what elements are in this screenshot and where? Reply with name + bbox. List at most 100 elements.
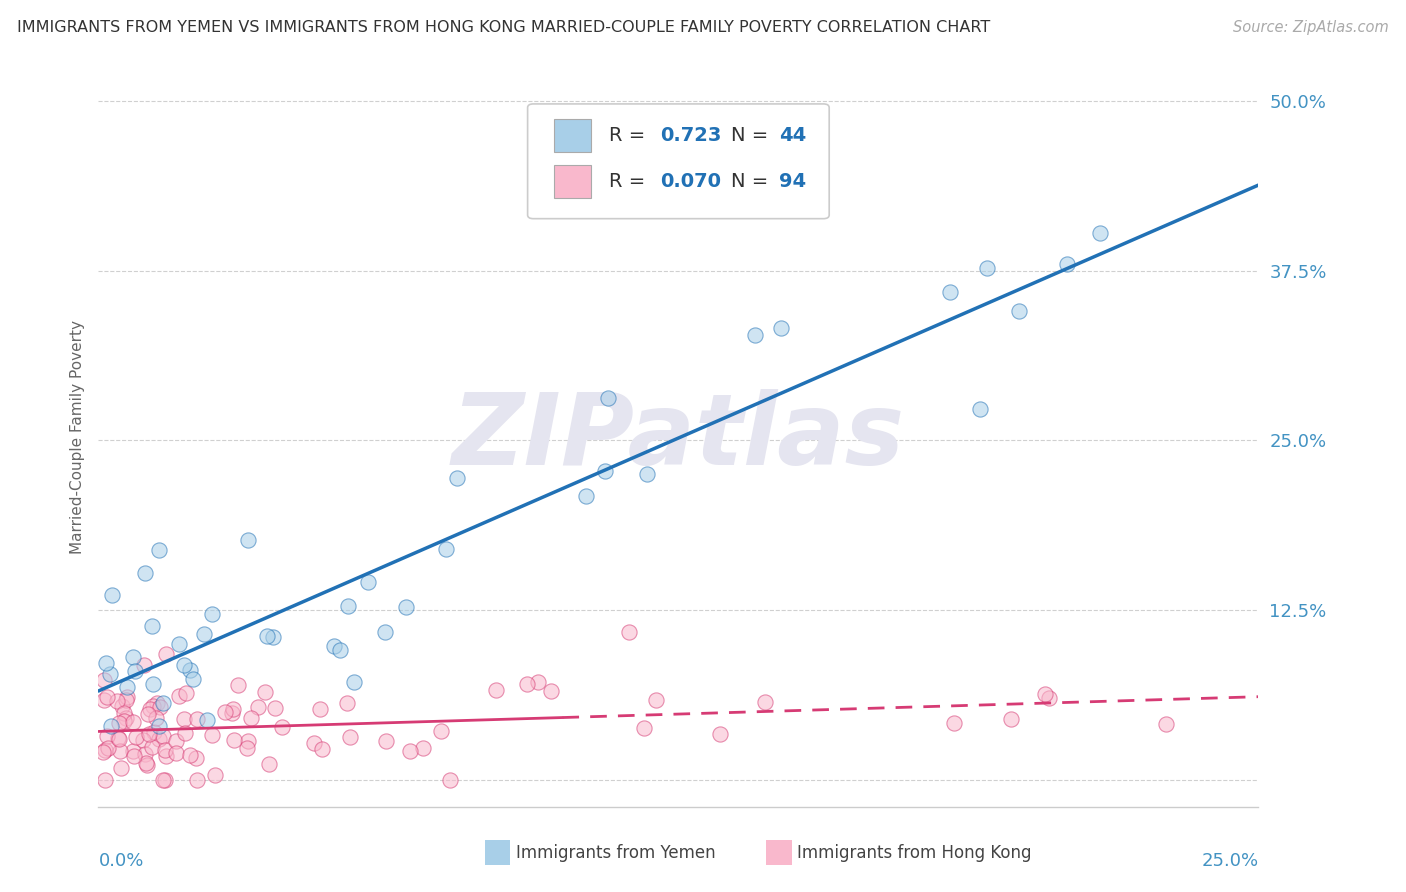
Point <box>226 678 249 692</box>
Point <box>100 588 122 602</box>
Point <box>201 607 224 622</box>
Point <box>148 719 170 733</box>
Point <box>309 701 332 715</box>
Text: 25.0%: 25.0% <box>1201 852 1258 870</box>
Point <box>121 744 143 758</box>
Point <box>139 702 162 716</box>
Point <box>236 734 259 748</box>
Point <box>174 686 197 700</box>
Point <box>186 773 208 788</box>
Point <box>193 627 215 641</box>
Point <box>94 773 117 788</box>
Point <box>141 739 163 754</box>
Point <box>173 657 195 672</box>
Point <box>754 695 776 709</box>
Y-axis label: Married-Couple Family Poverty: Married-Couple Family Poverty <box>69 320 84 554</box>
Point <box>617 625 640 640</box>
Point <box>436 542 458 557</box>
Point <box>152 696 174 710</box>
Point <box>264 701 287 715</box>
Point <box>93 673 115 688</box>
Point <box>540 684 562 698</box>
Point <box>148 543 170 558</box>
Point <box>122 650 145 665</box>
Point <box>97 740 120 755</box>
Point <box>329 643 352 657</box>
Point <box>356 575 378 590</box>
Point <box>173 712 195 726</box>
Point <box>769 321 792 335</box>
Point <box>142 698 165 713</box>
Point <box>322 639 344 653</box>
Point <box>527 674 550 689</box>
Point <box>131 732 153 747</box>
Point <box>430 724 453 739</box>
Point <box>399 743 422 757</box>
Text: 0.723: 0.723 <box>659 127 721 145</box>
Point <box>222 733 245 747</box>
Point <box>645 693 668 707</box>
Text: 0.0%: 0.0% <box>98 852 143 870</box>
Text: N =: N = <box>731 127 775 145</box>
Point <box>254 684 277 698</box>
Point <box>181 672 204 686</box>
Point <box>114 693 136 707</box>
Point <box>336 599 359 613</box>
Point <box>94 743 117 757</box>
Point <box>167 637 190 651</box>
Point <box>339 731 361 745</box>
Point <box>149 700 172 714</box>
Point <box>214 705 236 719</box>
Point <box>1056 257 1078 271</box>
Text: 0.070: 0.070 <box>659 172 721 191</box>
Point <box>165 733 187 747</box>
Point <box>238 533 260 548</box>
Point <box>1033 687 1056 701</box>
Point <box>336 696 359 710</box>
Point <box>152 773 174 788</box>
Point <box>121 715 143 730</box>
Point <box>395 600 418 615</box>
Point <box>195 713 218 727</box>
Point <box>439 773 461 788</box>
Point <box>374 624 396 639</box>
Point <box>256 629 278 643</box>
FancyBboxPatch shape <box>527 104 830 219</box>
Point <box>179 663 201 677</box>
Point <box>134 566 156 581</box>
Text: R =: R = <box>609 127 651 145</box>
Point <box>1154 717 1177 731</box>
Point <box>93 692 115 706</box>
Point <box>153 773 176 788</box>
Point <box>148 731 170 746</box>
Point <box>141 618 163 632</box>
Point <box>374 734 396 748</box>
Point <box>115 711 138 725</box>
Point <box>969 402 991 417</box>
Text: N =: N = <box>731 172 775 191</box>
Text: Immigrants from Yemen: Immigrants from Yemen <box>516 844 716 862</box>
Point <box>173 725 195 739</box>
Point <box>575 489 598 503</box>
Point <box>112 714 135 728</box>
Text: Immigrants from Hong Kong: Immigrants from Hong Kong <box>797 844 1032 862</box>
Point <box>136 706 159 721</box>
Point <box>1008 303 1031 318</box>
Point <box>107 731 129 745</box>
Point <box>124 664 146 678</box>
Point <box>108 744 131 758</box>
Point <box>636 467 658 481</box>
Point <box>1000 712 1022 726</box>
Point <box>142 724 165 739</box>
Point <box>179 748 201 763</box>
Point <box>343 674 366 689</box>
Point <box>112 706 135 721</box>
Point <box>132 658 155 673</box>
Point <box>596 391 619 405</box>
Text: Source: ZipAtlas.com: Source: ZipAtlas.com <box>1233 20 1389 35</box>
Point <box>311 742 333 756</box>
Point <box>136 757 159 772</box>
Point <box>744 328 766 343</box>
Point <box>142 677 165 691</box>
Point <box>709 727 731 741</box>
